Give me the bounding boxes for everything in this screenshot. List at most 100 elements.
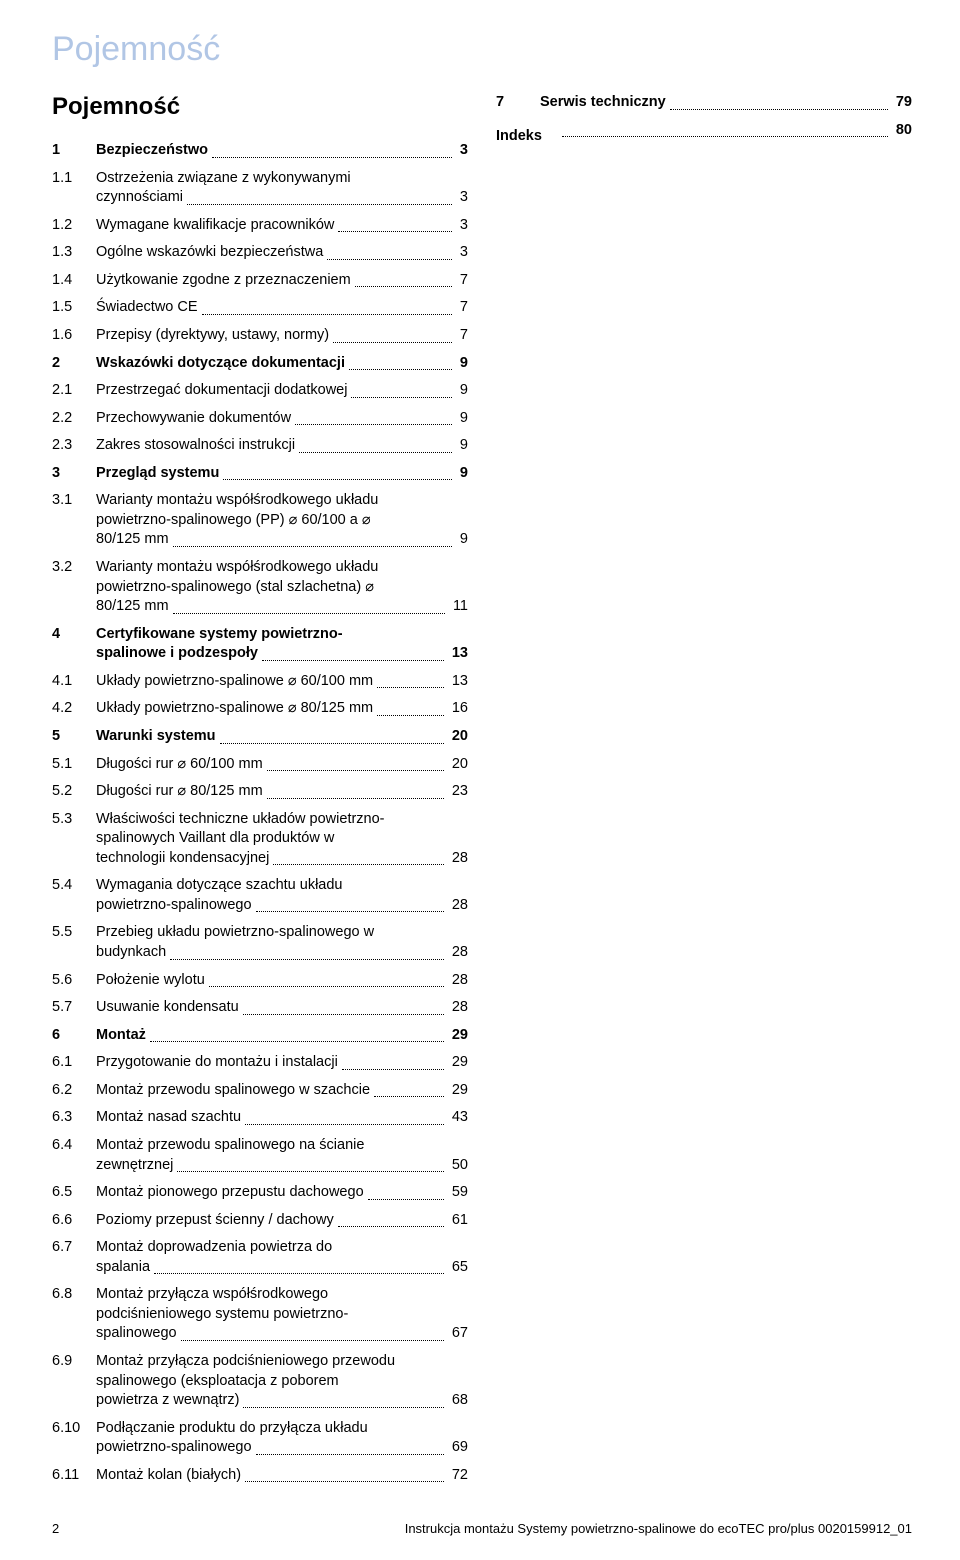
toc-text-wrap: Montaż przyłącza podciśnieniowego przewo…: [96, 1352, 468, 1411]
toc-text: Montaż pionowego przepustu dachowego: [96, 1183, 364, 1203]
toc-text-wrap: Montaż przewodu spalinowego na ścianieze…: [96, 1136, 468, 1175]
toc-text: powietrzno-spalinowego: [96, 896, 252, 916]
toc-text-line: Montaż przewodu spalinowego na ścianie: [96, 1136, 468, 1156]
toc-number: 1.4: [52, 271, 96, 291]
toc-number: 5.2: [52, 782, 96, 802]
toc-entry: 5.7Usuwanie kondensatu28: [52, 998, 468, 1018]
footer-text: Instrukcja montażu Systemy powietrzno-sp…: [405, 1521, 912, 1536]
toc-text-wrap: Zakres stosowalności instrukcji 9: [96, 436, 468, 456]
toc-entry: 5.3Właściwości techniczne układów powiet…: [52, 810, 468, 869]
toc-entry: 2.3Zakres stosowalności instrukcji 9: [52, 436, 468, 456]
toc-text-wrap: Bezpieczeństwo3: [96, 141, 468, 161]
toc-text-line: Montaż przyłącza współśrodkowego: [96, 1285, 468, 1305]
toc-text-line: Warianty montażu współśrodkowego układu: [96, 558, 468, 578]
toc-dots: [351, 397, 451, 398]
toc-text-line: Właściwości techniczne układów powietrzn…: [96, 810, 468, 830]
toc-number: 2.1: [52, 381, 96, 401]
toc-page: 9: [456, 464, 468, 484]
toc-text-wrap: Przegląd systemu9: [96, 464, 468, 484]
toc-number: 7: [496, 93, 540, 113]
toc-number: 5.4: [52, 876, 96, 896]
toc-entry: 1.2Wymagane kwalifikacje pracowników 3: [52, 216, 468, 236]
toc-number: 6.7: [52, 1238, 96, 1258]
toc-entry: 1Bezpieczeństwo3: [52, 141, 468, 161]
toc-number: 6.4: [52, 1136, 96, 1156]
toc-text: technologii kondensacyjnej: [96, 849, 269, 869]
toc-dots: [368, 1199, 444, 1200]
toc-dots: [338, 1226, 444, 1227]
toc-right: 7Serwis techniczny79Indeks80: [496, 93, 912, 147]
toc-text-line: Certyfikowane systemy powietrzno-: [96, 625, 468, 645]
toc-text-wrap: Układy powietrzno-spalinowe ⌀ 80/125 mm1…: [96, 699, 468, 719]
toc-text-wrap: Świadectwo CE7: [96, 298, 468, 318]
toc-entry: 4Certyfikowane systemy powietrzno-spalin…: [52, 625, 468, 664]
toc-number: 5: [52, 727, 96, 747]
toc-page: 29: [448, 1053, 468, 1073]
toc-text-wrap: Wymagania dotyczące szachtu układupowiet…: [96, 876, 468, 915]
toc-page: 3: [456, 216, 468, 236]
toc-number: 1.2: [52, 216, 96, 236]
left-column: Pojemność 1Bezpieczeństwo31.1Ostrzeżenia…: [52, 93, 468, 1493]
toc-dots: [327, 259, 452, 260]
toc-entry: 5.2Długości rur ⌀ 80/125 mm23: [52, 782, 468, 802]
toc-text: Montaż przewodu spalinowego w szachcie: [96, 1081, 370, 1101]
toc-entry: 5.6Położenie wylotu28: [52, 971, 468, 991]
toc-page: 20: [448, 755, 468, 775]
toc-text: powietrzno-spalinowego: [96, 1438, 252, 1458]
toc-text-line: Przebieg układu powietrzno-spalinowego w: [96, 923, 468, 943]
toc-number: 6.9: [52, 1352, 96, 1372]
toc-number: 2.3: [52, 436, 96, 456]
toc-number: 3.1: [52, 491, 96, 511]
toc-text: Zakres stosowalności instrukcji: [96, 436, 295, 456]
toc-text-wrap: Przebieg układu powietrzno-spalinowego w…: [96, 923, 468, 962]
toc-entry: 5.1Długości rur ⌀ 60/100 mm20: [52, 755, 468, 775]
toc-text-wrap: Wymagane kwalifikacje pracowników 3: [96, 216, 468, 236]
toc-text: Długości rur ⌀ 60/100 mm: [96, 755, 263, 775]
toc-page: 11: [449, 597, 468, 617]
toc-number: 4.1: [52, 672, 96, 692]
page-footer: 2 Instrukcja montażu Systemy powietrzno-…: [52, 1521, 912, 1536]
toc-entry: 3.1Warianty montażu współśrodkowego ukła…: [52, 491, 468, 550]
footer-page-number: 2: [52, 1521, 59, 1536]
toc-dots: [562, 136, 888, 137]
toc-entry: 3Przegląd systemu9: [52, 464, 468, 484]
toc-entry: 6.9Montaż przyłącza podciśnieniowego prz…: [52, 1352, 468, 1411]
toc-entry: 1.4Użytkowanie zgodne z przeznaczeniem7: [52, 271, 468, 291]
toc-text: spalinowe i podzespoły: [96, 644, 258, 664]
toc-number: 2: [52, 354, 96, 374]
toc-text-wrap: Przestrzegać dokumentacji dodatkowej9: [96, 381, 468, 401]
toc-text-wrap: Podłączanie produktu do przyłącza układu…: [96, 1419, 468, 1458]
toc-dots: [338, 231, 452, 232]
toc-text: Wymagane kwalifikacje pracowników: [96, 216, 334, 236]
toc-number: 1: [52, 141, 96, 161]
toc-number: 6.2: [52, 1081, 96, 1101]
toc-page: 80: [892, 121, 912, 141]
toc-entry: 4.1Układy powietrzno-spalinowe ⌀ 60/100 …: [52, 672, 468, 692]
toc-page: 29: [448, 1026, 468, 1046]
toc-text: Przestrzegać dokumentacji dodatkowej: [96, 381, 347, 401]
toc-text: Poziomy przepust ścienny / dachowy: [96, 1211, 334, 1231]
toc-dots: [333, 342, 452, 343]
toc-text-wrap: 80: [558, 121, 912, 141]
toc-text-line: spalinowych Vaillant dla produktów w: [96, 829, 468, 849]
toc-page: 61: [448, 1211, 468, 1231]
toc-dots: [374, 1096, 444, 1097]
toc-text-wrap: Długości rur ⌀ 80/125 mm23: [96, 782, 468, 802]
toc-dots: [187, 204, 452, 205]
toc-entry: 2.1Przestrzegać dokumentacji dodatkowej9: [52, 381, 468, 401]
toc-text-wrap: Długości rur ⌀ 60/100 mm 20: [96, 755, 468, 775]
toc-dots: [177, 1171, 443, 1172]
toc-number: 2.2: [52, 409, 96, 429]
toc-dots: [267, 770, 444, 771]
toc-text-wrap: Przechowywanie dokumentów9: [96, 409, 468, 429]
toc-entry: 2Wskazówki dotyczące dokumentacji9: [52, 354, 468, 374]
toc-dots: [267, 798, 444, 799]
toc-text: 80/125 mm: [96, 597, 169, 617]
toc-page: 68: [448, 1391, 468, 1411]
toc-dots: [173, 546, 452, 547]
toc-page: 9: [456, 436, 468, 456]
toc-page: 13: [448, 672, 468, 692]
toc-dots: [202, 314, 452, 315]
toc-text-wrap: Przepisy (dyrektywy, ustawy, normy)7: [96, 326, 468, 346]
toc-number: 5.7: [52, 998, 96, 1018]
